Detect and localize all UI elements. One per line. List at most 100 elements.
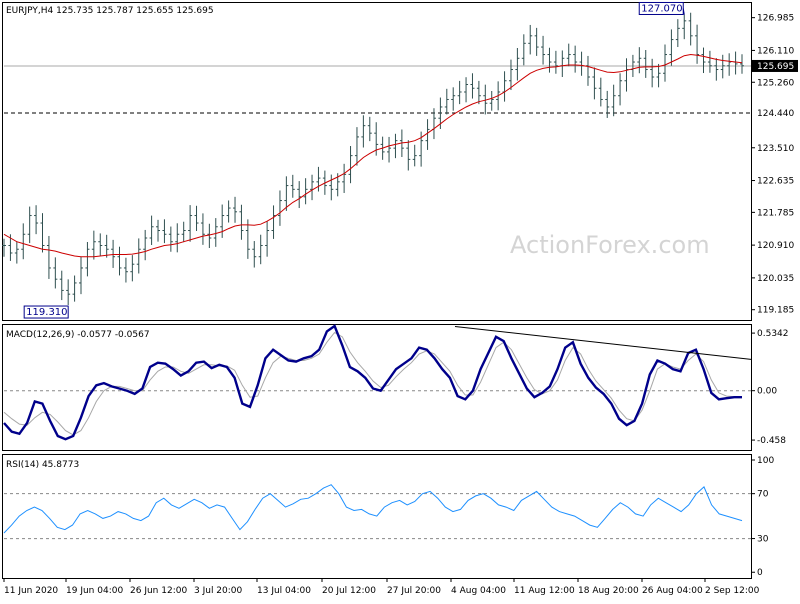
ohlc-bar bbox=[637, 47, 642, 74]
price-y-tick-label: 121.785 bbox=[757, 208, 794, 218]
ohlc-bar bbox=[104, 234, 109, 258]
x-tick-label: 2 Sep 12:00 bbox=[705, 586, 760, 596]
current-price-tag-label: 125.695 bbox=[757, 62, 794, 72]
ohlc-bar bbox=[194, 205, 199, 231]
macd-y-tick-label: -0.458 bbox=[757, 436, 786, 446]
ohlc-bar bbox=[451, 87, 456, 111]
watermark: ActionForex.com bbox=[510, 231, 710, 259]
ohlc-bar bbox=[149, 215, 154, 245]
ohlc-bar bbox=[740, 54, 744, 74]
x-tick-label: 20 Jul 12:00 bbox=[322, 586, 376, 596]
ohlc-bar bbox=[72, 275, 77, 302]
price-y-tick-label: 119.185 bbox=[757, 306, 794, 316]
ohlc-bar bbox=[21, 223, 26, 260]
ohlc-bar bbox=[233, 196, 238, 223]
ohlc-bar bbox=[444, 88, 449, 115]
ohlc-bar bbox=[220, 204, 225, 238]
ohlc-bar bbox=[188, 205, 193, 242]
ohlc-bar bbox=[34, 205, 39, 235]
low-marker-box bbox=[23, 305, 69, 319]
ohlc-bar bbox=[271, 205, 276, 239]
ohlc-bar bbox=[111, 239, 116, 268]
ohlc-bar bbox=[79, 256, 84, 295]
price-y-tick-label: 126.110 bbox=[757, 46, 794, 56]
ohlc-bar bbox=[669, 29, 674, 66]
macd-panel-title: MACD(12,26,9) -0.0577 -0.0567 bbox=[6, 330, 150, 340]
ohlc-bar bbox=[66, 279, 71, 306]
rsi-y-tick-label: 0 bbox=[757, 568, 763, 578]
ohlc-bar bbox=[611, 84, 616, 117]
macd-panel-frame bbox=[2, 324, 752, 451]
macd-y-tick-label: 0.00 bbox=[757, 387, 777, 397]
price-y-tick-label: 120.910 bbox=[757, 241, 794, 251]
ohlc-bar bbox=[682, 14, 687, 40]
ohlc-bar bbox=[367, 116, 372, 142]
ohlc-bar bbox=[143, 229, 148, 261]
price-y-tick-label: 120.035 bbox=[757, 274, 794, 284]
rsi-panel-title: RSI(14) 45.8773 bbox=[6, 460, 79, 470]
ohlc-bar bbox=[701, 47, 706, 74]
macd-signal-line bbox=[3, 331, 743, 436]
ohlc-bar bbox=[605, 90, 610, 118]
rsi-y-tick-label: 30 bbox=[757, 535, 769, 545]
ohlc-bar bbox=[8, 234, 13, 261]
price-series-layer: 127.070 119.310 bbox=[2, 1, 751, 319]
ohlc-bar bbox=[40, 213, 45, 253]
ohlc-bar bbox=[695, 24, 700, 64]
ohlc-bar bbox=[515, 47, 520, 81]
ohlc-bar bbox=[720, 54, 725, 79]
current-price-tag-box bbox=[752, 59, 798, 72]
x-tick-label: 11 Aug 12:00 bbox=[514, 586, 575, 596]
ohlc-bar bbox=[14, 241, 19, 264]
ohlc-bar bbox=[547, 47, 552, 73]
ohlc-bar bbox=[528, 24, 533, 55]
ohlc-bar bbox=[508, 59, 513, 91]
ohlc-bar bbox=[310, 174, 315, 201]
ohlc-bar bbox=[560, 50, 565, 78]
ohlc-bar bbox=[181, 221, 186, 243]
x-tick-label: 26 Jun 12:00 bbox=[130, 586, 187, 596]
ohlc-bar bbox=[329, 174, 334, 201]
price-y-tick-label: 126.985 bbox=[757, 14, 794, 24]
ohlc-bar bbox=[425, 119, 430, 150]
ohlc-bar bbox=[348, 146, 353, 184]
x-tick-label: 19 Jun 04:00 bbox=[66, 586, 123, 596]
ohlc-bar bbox=[252, 241, 257, 268]
ohlc-bar bbox=[412, 144, 417, 167]
rsi-line bbox=[3, 484, 743, 534]
ohlc-bar bbox=[297, 181, 302, 209]
ohlc-bar bbox=[393, 133, 398, 159]
ohlc-bar bbox=[130, 255, 135, 282]
high-marker-connector bbox=[682, 8, 685, 15]
ohlc-bar bbox=[162, 219, 167, 244]
ohlc-bar bbox=[168, 226, 173, 252]
x-tick-label: 18 Aug 20:00 bbox=[578, 586, 639, 596]
ohlc-bar bbox=[727, 53, 732, 76]
ohlc-bar bbox=[284, 176, 289, 211]
ohlc-bar bbox=[226, 200, 231, 223]
ohlc-bar bbox=[470, 73, 475, 99]
ohlc-bar bbox=[406, 140, 411, 171]
ohlc-bar bbox=[476, 80, 481, 105]
x-tick-label: 26 Aug 04:00 bbox=[642, 586, 703, 596]
ohlc-bar bbox=[598, 77, 603, 107]
macd-y-tick-label: 0.5342 bbox=[757, 329, 789, 339]
ohlc-bar bbox=[258, 234, 263, 265]
axis-labels-layer: 126.985126.110125.260124.385123.510122.6… bbox=[3, 14, 798, 596]
macd-main-line bbox=[3, 324, 742, 441]
ohlc-bar bbox=[502, 71, 507, 102]
ohlc-bar bbox=[53, 257, 58, 289]
ohlc-bar bbox=[303, 178, 308, 205]
support-level-tag-box bbox=[752, 106, 798, 119]
high-marker: 127.070 bbox=[638, 1, 685, 15]
macd-trend-line bbox=[454, 326, 752, 360]
ohlc-bar bbox=[579, 51, 584, 76]
price-y-tick-label: 125.260 bbox=[757, 78, 794, 88]
rsi-y-tick-label: 100 bbox=[757, 456, 774, 466]
ohlc-bar bbox=[213, 218, 218, 247]
ohlc-bar bbox=[573, 45, 578, 73]
ohlc-bar bbox=[46, 235, 51, 279]
ohlc-bar bbox=[656, 63, 661, 88]
